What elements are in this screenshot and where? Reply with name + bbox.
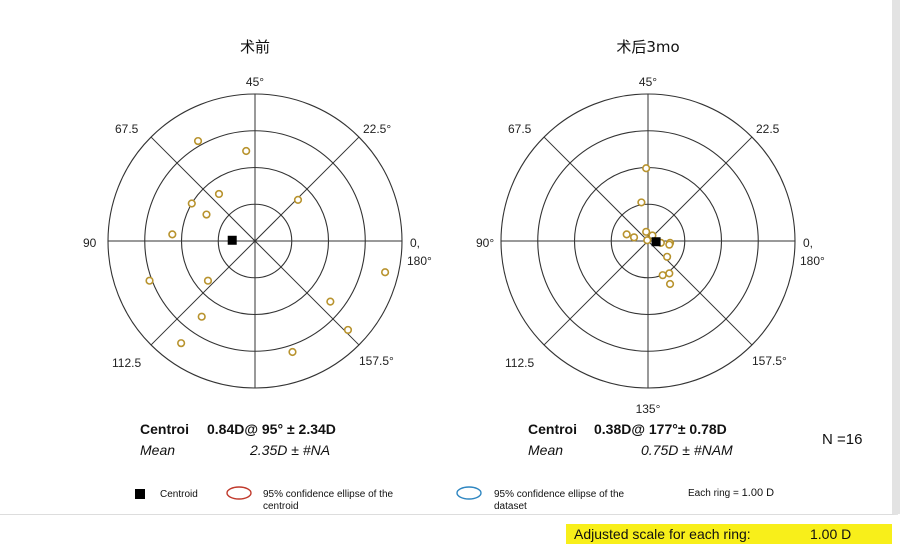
mean-value-postop: 0.75D ± #NAM (641, 442, 733, 458)
data-point (343, 325, 353, 335)
data-point (665, 269, 674, 278)
centroid-value-preop: 0.84D@ 95° ± 2.34D (207, 421, 336, 437)
sample-size: N =16 (822, 431, 863, 448)
data-point (642, 164, 651, 173)
centroid-label-postop: Centroi (528, 421, 577, 437)
axis-label-top-left: 67.5 (508, 122, 532, 136)
data-point (203, 276, 213, 285)
mean-label-preop: Mean (140, 442, 176, 458)
figure-frame (0, 0, 898, 515)
legend-ellipse-centroid-line1: 95% confidence ellipse of the (263, 489, 394, 500)
data-point (622, 230, 631, 239)
axis-label-top: 45° (246, 75, 264, 89)
data-point (288, 347, 297, 357)
polar-plot-postop: 术后3mo 45° 67.5 22.5 90° 0, 180° 112.5 157.5° 135° (476, 38, 825, 416)
plot-title: 术前 (240, 38, 270, 56)
data-point (242, 146, 251, 156)
axis-label-right-line2: 180° (407, 254, 432, 268)
data-point (663, 252, 672, 261)
data-point (642, 227, 651, 236)
data-point (177, 339, 186, 348)
legend-ellipse-dataset-line2: dataset (494, 501, 527, 512)
axis-label-left: 90 (83, 236, 97, 250)
legend-ellipse-centroid-marker (226, 486, 252, 500)
axis-label-bottom: 135° (636, 402, 661, 416)
axis-label-top-right: 22.5° (363, 122, 391, 136)
data-point (629, 233, 639, 242)
each-ring-value: 1.00 D (741, 487, 775, 499)
legend-ellipse-dataset-line1: 95% confidence ellipse of the (494, 489, 625, 500)
legend-ellipse-dataset-marker (456, 486, 482, 500)
data-point (665, 240, 674, 249)
data-point (187, 199, 196, 208)
centroid-marker (227, 235, 237, 245)
data-point (193, 136, 203, 146)
data-point (214, 189, 224, 199)
data-point (658, 271, 667, 280)
centroid-marker (651, 237, 661, 247)
adjusted-scale-bar: Adjusted scale for each ring: 1.00 D (566, 524, 892, 544)
data-point (637, 198, 646, 207)
adjusted-scale-value: 1.00 D (810, 526, 852, 542)
adjusted-scale-label: Adjusted scale for each ring: (574, 526, 751, 542)
data-point (665, 279, 675, 289)
data-point (202, 210, 211, 219)
data-point (145, 276, 154, 285)
page-edge (892, 0, 900, 514)
axis-label-top: 45° (639, 75, 657, 89)
axis-label-bottom-left: 112.5 (505, 356, 534, 370)
legend-centroid-marker (135, 489, 145, 499)
data-point (168, 230, 177, 239)
data-point (380, 268, 390, 277)
legend-ellipse-centroid-line2: centroid (263, 501, 299, 512)
plot-title: 术后3mo (616, 38, 679, 56)
axis-label-bottom-right: 157.5° (752, 354, 787, 368)
data-point (643, 236, 652, 245)
data-point (197, 312, 206, 321)
data-point (293, 195, 303, 204)
axis-diagonal (150, 136, 360, 346)
mean-value-preop: 2.35D ± #NA (250, 442, 331, 458)
each-ring-label: Each ring = (688, 488, 739, 499)
centroid-value-postop: 0.38D@ 177°± 0.78D (594, 421, 727, 437)
axis-label-left: 90° (476, 236, 494, 250)
each-ring-note: Each ring = 1.00 D (688, 487, 774, 499)
legend-centroid-label: Centroid (160, 489, 198, 500)
centroid-label-preop: Centroi (140, 421, 189, 437)
axis-label-bottom-left: 112.5 (112, 356, 141, 370)
axis-label-top-left: 67.5 (115, 122, 139, 136)
axis-label-right-line1: 0, (410, 236, 420, 250)
polar-plot-preop: 术前 45° 67.5 22.5° 90 0, 180° 112.5 157.5° (83, 38, 432, 389)
mean-label-postop: Mean (528, 442, 564, 458)
axis-label-right-line2: 180° (800, 254, 825, 268)
axis-label-top-right: 22.5 (756, 122, 780, 136)
data-point (326, 297, 335, 306)
axis-label-right-line1: 0, (803, 236, 813, 250)
axis-label-bottom-right: 157.5° (359, 354, 394, 368)
